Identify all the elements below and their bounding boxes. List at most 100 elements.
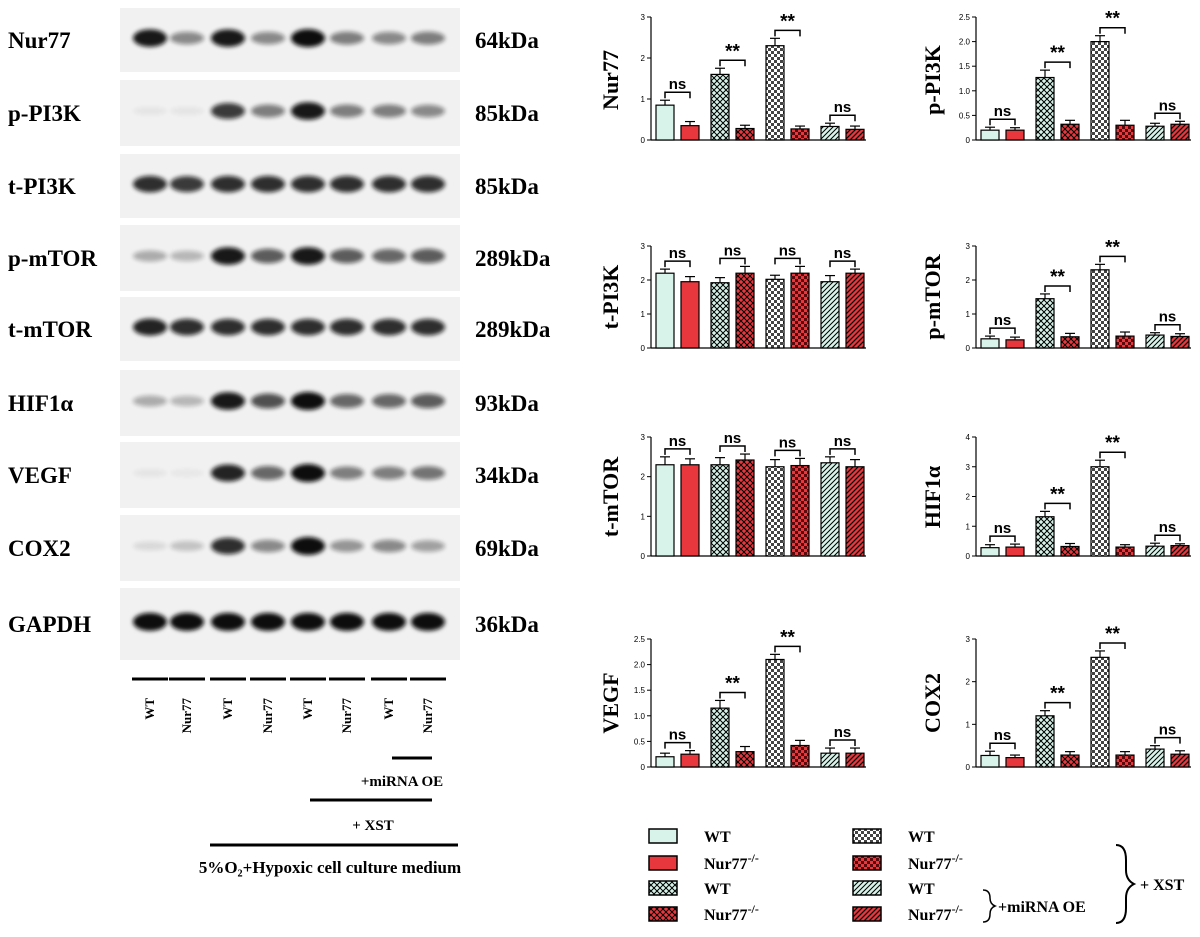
legend-mirna-label: +miRNA OE <box>998 899 1086 916</box>
legend-swatch <box>648 855 678 871</box>
bracket-line <box>719 691 746 699</box>
bracket-line <box>719 445 746 453</box>
significance-label: ns <box>994 312 1012 329</box>
bar-chart: 0 1 2 3 p-mTOR ns ** ** ns <box>920 237 1191 353</box>
y-tick-label: 3 <box>966 242 971 251</box>
blot-band <box>170 468 204 478</box>
bar <box>765 45 785 141</box>
blot-band <box>133 175 167 193</box>
significance-label: ** <box>780 11 795 32</box>
blot-band <box>291 464 325 483</box>
blot-band <box>372 394 406 409</box>
bar <box>1060 545 1080 557</box>
blot-kda-label: 85kDa <box>475 174 539 199</box>
blot-band <box>211 175 245 193</box>
bracket-line <box>1044 285 1071 292</box>
bar <box>1060 754 1080 768</box>
bar <box>735 751 755 768</box>
y-tick-label: 0 <box>966 763 971 772</box>
y-tick-label: 2 <box>641 473 646 482</box>
blot-band <box>251 31 285 45</box>
bar <box>1170 335 1190 349</box>
y-tick-label: 0 <box>966 136 971 145</box>
legend-label: Nur77-/- <box>704 902 759 924</box>
y-axis-label: VEGF <box>598 672 623 733</box>
blot-band <box>330 248 364 264</box>
y-tick-label: 2 <box>966 276 971 285</box>
significance-label: ns <box>724 430 742 447</box>
bar <box>765 658 785 768</box>
significance-label: ns <box>1159 519 1177 536</box>
bar <box>790 128 810 141</box>
blot-band <box>170 106 204 116</box>
significance-label: ** <box>780 627 795 648</box>
legend-label: Nur77-/- <box>704 851 759 873</box>
y-tick-label: 3 <box>641 13 646 22</box>
bar-chart: 0 1 2 3 Nur77 ns ** ** ns <box>598 11 866 145</box>
blot-band <box>211 464 245 482</box>
blot-band <box>291 29 325 48</box>
bracket-line <box>989 535 1016 543</box>
bar <box>710 282 730 349</box>
significance-bracket: ** <box>1099 433 1126 459</box>
blot-band <box>251 248 285 264</box>
y-tick-label: 2.5 <box>634 635 646 644</box>
blot-band <box>133 395 167 407</box>
y-axis-label: p-PI3K <box>920 45 945 115</box>
blot-row: p-mTOR 289kDa <box>8 225 551 291</box>
blot-kda-label: 289kDa <box>475 246 551 271</box>
bar <box>710 707 730 768</box>
bar-chart: 0 0.5 1.0 1.5 2.0 2.5 p-PI3K ns ** ** ns <box>920 9 1191 145</box>
significance-label: ns <box>994 520 1012 537</box>
significance-bracket: ns <box>719 242 746 265</box>
legend-swatch <box>852 906 882 922</box>
significance-bracket: ** <box>719 41 746 67</box>
bar-chart: 0 1 2 3 t-mTOR ns ns ns ns <box>598 430 866 561</box>
blot-band <box>211 392 245 410</box>
bracket-line <box>1099 451 1126 459</box>
blot-band <box>330 612 364 631</box>
significance-label: ns <box>994 727 1012 744</box>
bar <box>1145 545 1165 557</box>
y-tick-label: 2.5 <box>959 13 971 22</box>
blot-band <box>133 106 167 116</box>
bar <box>1170 753 1190 768</box>
significance-bracket: ns <box>829 245 856 268</box>
bracket-line <box>1099 255 1126 263</box>
blot-protein-label: p-mTOR <box>8 246 97 271</box>
bracket-line <box>1099 26 1126 34</box>
blot-band <box>133 612 167 631</box>
bar <box>1170 123 1190 141</box>
blot-band <box>211 29 245 47</box>
blot-band <box>372 249 406 264</box>
bracket-line <box>774 29 801 37</box>
blot-row: GAPDH 36kDa <box>8 588 539 660</box>
significance-bracket: ns <box>989 103 1016 126</box>
significance-bracket: ns <box>829 724 856 747</box>
significance-label: ** <box>725 673 740 694</box>
blot-band <box>411 175 445 193</box>
hypoxic-label: 5%O₂+Hypoxic cell culture medium <box>199 858 461 877</box>
blot-band <box>372 466 406 480</box>
bracket-line <box>829 739 856 747</box>
bar <box>845 752 865 768</box>
blot-band <box>291 318 325 336</box>
blot-band <box>133 29 167 47</box>
bar <box>845 128 865 141</box>
bar <box>680 281 700 349</box>
bar <box>1060 336 1080 349</box>
significance-bracket: ns <box>1154 722 1181 744</box>
significance-label: ns <box>834 99 852 116</box>
y-tick-label: 1 <box>966 310 971 319</box>
y-axis-label: Nur77 <box>598 50 623 110</box>
bar <box>1005 339 1025 349</box>
blot-band <box>291 175 325 193</box>
y-tick-label: 1 <box>641 95 646 104</box>
bar <box>980 754 1000 768</box>
lane-label: Nur77 <box>260 698 275 734</box>
blot-kda-label: 34kDa <box>475 463 539 488</box>
y-tick-label: 2 <box>641 276 646 285</box>
blot-band <box>411 104 445 118</box>
bar <box>1145 125 1165 141</box>
y-axis-label: t-PI3K <box>598 265 623 330</box>
